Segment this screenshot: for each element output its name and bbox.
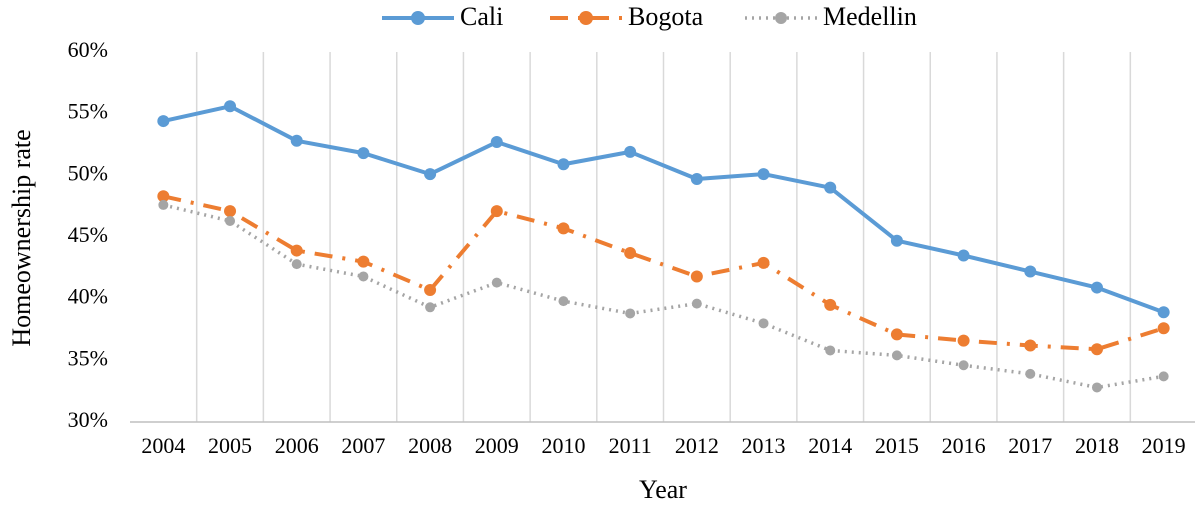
point: [1091, 382, 1102, 393]
y-tick-label: 30%: [68, 407, 108, 432]
point: [825, 345, 836, 356]
point: [890, 328, 903, 341]
point: [490, 205, 503, 218]
series-line: [162, 104, 1165, 315]
x-tick-label: 2017: [1008, 433, 1052, 458]
x-tick-label: 2009: [475, 433, 519, 458]
point: [691, 298, 702, 309]
point: [757, 256, 770, 269]
point: [1158, 371, 1169, 382]
point: [891, 350, 902, 361]
x-tick-label: 2015: [875, 433, 919, 458]
point: [290, 134, 303, 147]
x-axis-label: Year: [639, 475, 687, 504]
vertical-grid: [195, 52, 1132, 422]
point: [358, 271, 369, 282]
point: [690, 270, 703, 283]
legend: Cali Bogota Medellin: [382, 2, 917, 31]
point: [425, 302, 436, 313]
point: [158, 199, 169, 210]
y-tick-label: 60%: [68, 37, 108, 62]
point: [357, 147, 370, 160]
point: [491, 277, 502, 288]
point: [224, 100, 237, 113]
x-tick-label: 2019: [1142, 433, 1186, 458]
point: [624, 247, 637, 260]
point: [757, 168, 770, 181]
point: [557, 222, 570, 235]
point: [225, 215, 236, 226]
x-tick-label: 2007: [341, 433, 385, 458]
x-tick-label: 2004: [141, 433, 185, 458]
point: [1157, 322, 1170, 335]
y-tick-label: 50%: [68, 160, 108, 185]
point: [890, 234, 903, 247]
point: [157, 190, 170, 203]
point: [824, 181, 837, 194]
point: [558, 296, 569, 307]
legend-label: Bogota: [628, 2, 704, 31]
legend-label: Medellin: [823, 2, 917, 31]
point: [1025, 368, 1036, 379]
point: [958, 360, 969, 371]
point: [1157, 306, 1170, 319]
point: [424, 284, 437, 297]
point: [157, 115, 170, 128]
point: [557, 158, 570, 171]
point: [1024, 339, 1037, 352]
point: [291, 259, 302, 270]
point: [624, 145, 637, 158]
x-tick-label: 2006: [275, 433, 319, 458]
point: [957, 334, 970, 347]
point: [424, 168, 437, 181]
y-tick-label: 45%: [68, 222, 108, 247]
point: [490, 136, 503, 149]
point: [625, 308, 636, 319]
point: [957, 249, 970, 262]
point: [357, 255, 370, 268]
series-line: [162, 194, 1165, 352]
legend-marker: [775, 12, 787, 24]
point: [290, 244, 303, 257]
point: [1090, 281, 1103, 294]
legend-label: Cali: [460, 2, 503, 31]
y-tick-label: 55%: [68, 99, 108, 124]
y-axis-label: Homeownership rate: [7, 129, 36, 346]
x-tick-label: 2012: [675, 433, 719, 458]
x-tick-label: 2013: [742, 433, 786, 458]
x-tick-label: 2014: [808, 433, 852, 458]
point: [224, 205, 237, 218]
x-tick-label: 2018: [1075, 433, 1119, 458]
point: [1090, 343, 1103, 356]
point: [1024, 265, 1037, 278]
x-tick-label: 2016: [942, 433, 986, 458]
point: [690, 173, 703, 186]
point: [824, 298, 837, 311]
x-tick-label: 2010: [541, 433, 585, 458]
y-tick-label: 35%: [68, 345, 108, 370]
x-tick-label: 2011: [609, 433, 652, 458]
legend-marker: [411, 11, 425, 25]
y-tick-label: 40%: [68, 284, 108, 309]
point: [758, 318, 769, 329]
legend-marker: [579, 11, 593, 25]
x-tick-label: 2005: [208, 433, 252, 458]
x-tick-label: 2008: [408, 433, 452, 458]
